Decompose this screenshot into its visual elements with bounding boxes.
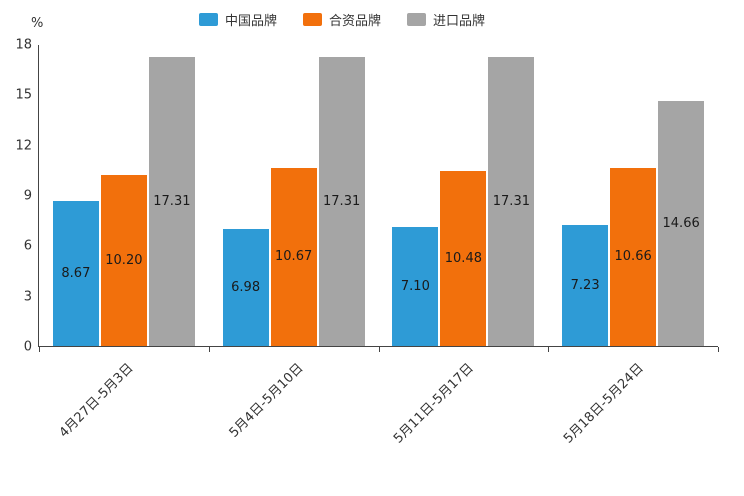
x-axis-tick <box>378 347 380 352</box>
x-axis-tick <box>208 347 210 352</box>
bar-series-1-group-2: 10.48 <box>440 170 487 346</box>
bar-value-label: 7.23 <box>570 278 600 294</box>
x-axis-category-label: 4月27日-5月3日 <box>56 360 137 441</box>
bar-value-label: 17.31 <box>153 193 191 209</box>
bar-group-2: 7.10 10.48 17.31 <box>379 45 549 346</box>
legend-swatch-icon <box>198 13 218 26</box>
bar-group-3: 7.23 10.66 14.66 <box>548 45 718 346</box>
bar-series-2-group-3: 14.66 <box>658 100 705 346</box>
y-axis-tick-label: 6 <box>23 238 32 254</box>
x-axis-tick <box>718 347 719 352</box>
legend: 中国品牌 合资品牌 进口品牌 <box>0 10 684 29</box>
x-axis-category-label: 5月4日-5月10日 <box>226 360 307 441</box>
legend-label: 合资品牌 <box>328 14 381 29</box>
legend-item-0[interactable]: 中国品牌 <box>198 10 277 29</box>
y-axis: 0 3 6 9 12 15 18 <box>0 38 32 355</box>
y-axis-unit-label: % <box>31 16 44 31</box>
bar-value-label: 10.67 <box>275 249 313 265</box>
plot-area: 8.67 10.20 17.31 6.98 10.67 17.31 7.10 10.48 17.… <box>38 45 719 352</box>
legend-label: 进口品牌 <box>433 14 486 29</box>
y-axis-tick-label: 9 <box>23 188 32 204</box>
y-axis-tick-label: 18 <box>15 37 32 53</box>
bar-value-label: 14.66 <box>662 215 700 231</box>
legend-label: 中国品牌 <box>224 14 277 29</box>
bar-value-label: 8.67 <box>61 266 91 282</box>
y-axis-tick-label: 3 <box>23 289 32 305</box>
bar-series-2-group-0: 17.31 <box>148 56 195 346</box>
bar-value-label: 10.66 <box>614 249 652 265</box>
bar-group-1: 6.98 10.67 17.31 <box>209 45 379 346</box>
x-axis-category-label: 5月11日-5月17日 <box>390 360 477 447</box>
bar-group-0: 8.67 10.20 17.31 <box>39 45 209 346</box>
legend-swatch-icon <box>407 13 426 26</box>
x-axis-tick <box>39 347 40 352</box>
legend-item-2[interactable]: 进口品牌 <box>407 10 485 29</box>
bar-series-0-group-2: 7.10 <box>392 227 439 346</box>
x-axis-category-label: 5月18日-5月24日 <box>560 360 647 447</box>
legend-item-1[interactable]: 合资品牌 <box>302 10 381 29</box>
bar-series-0-group-0: 8.67 <box>52 201 99 346</box>
y-axis-tick-label: 0 <box>23 339 32 355</box>
legend-swatch-icon <box>302 13 322 26</box>
y-axis-tick-label: 12 <box>15 138 32 154</box>
bar-series-2-group-2: 17.31 <box>488 56 535 346</box>
bar-series-2-group-1: 17.31 <box>318 56 365 346</box>
bar-series-1-group-3: 10.66 <box>610 167 657 346</box>
x-axis-labels: 4月27日-5月3日 5月4日-5月10日 5月11日-5月17日 5月18日-5月2… <box>38 349 718 489</box>
bar-series-0-group-1: 6.98 <box>222 229 269 346</box>
y-axis-tick-label: 15 <box>15 87 32 103</box>
bar-series-1-group-0: 10.20 <box>100 175 147 346</box>
bar-series-1-group-1: 10.67 <box>270 167 317 346</box>
bar-value-label: 17.31 <box>492 193 530 209</box>
bar-value-label: 6.98 <box>231 280 261 296</box>
bar-value-label: 7.10 <box>400 279 430 295</box>
bar-value-label: 10.20 <box>105 253 143 269</box>
bar-series-0-group-3: 7.23 <box>562 225 609 346</box>
bar-value-label: 10.48 <box>444 250 482 266</box>
x-axis-tick <box>548 347 550 352</box>
bar-value-label: 17.31 <box>323 193 361 209</box>
